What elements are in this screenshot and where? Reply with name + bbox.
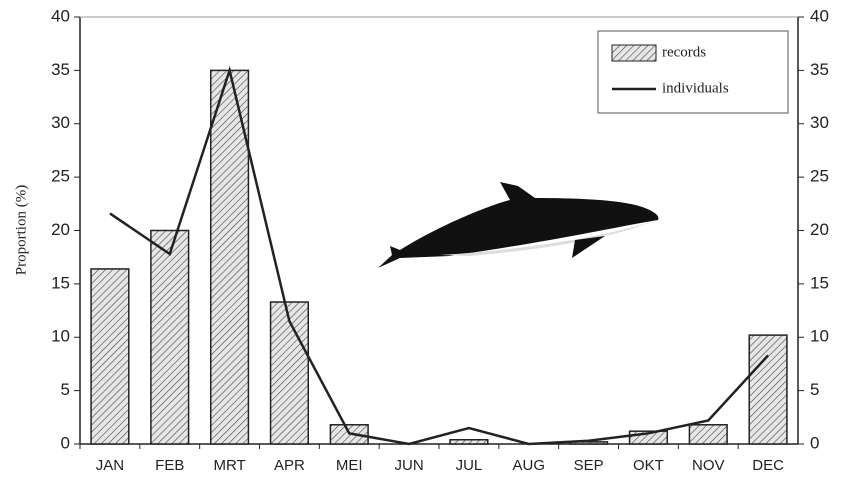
y2-tick-label: 30	[810, 113, 829, 132]
legend-label: records	[662, 44, 706, 60]
y-tick-label: 35	[51, 60, 70, 79]
x-tick-label: FEB	[155, 457, 184, 474]
y2-tick-label: 20	[810, 220, 829, 239]
y-tick-label: 40	[51, 6, 70, 25]
y2-tick-label: 15	[810, 273, 829, 292]
y-tick-label: 0	[61, 433, 70, 452]
bar	[90, 268, 130, 445]
y-axis-label: Proportion (%)	[13, 185, 29, 275]
x-tick-label: AUG	[512, 457, 545, 474]
line	[109, 65, 770, 446]
legend-swatch	[611, 44, 657, 62]
x-tick-label: JAN	[96, 457, 124, 474]
y2-tick-label: 35	[810, 60, 829, 79]
y-tick-label: 25	[51, 167, 70, 186]
y2-tick-label: 0	[810, 433, 819, 452]
bar	[449, 438, 489, 445]
bar	[150, 229, 190, 445]
x-tick-label: DEC	[752, 457, 784, 474]
y-tick-label: 10	[51, 327, 70, 346]
x-tick-label: OKT	[633, 457, 664, 474]
y-tick-label: 20	[51, 220, 70, 239]
y-tick-label: 5	[61, 380, 70, 399]
x-tick-label: MEI	[336, 457, 363, 474]
x-tick-label: APR	[274, 457, 305, 474]
x-tick-label: JUL	[456, 457, 483, 474]
y-tick-label: 15	[51, 273, 70, 292]
x-tick-label: SEP	[574, 457, 604, 474]
dolphin-illustration	[378, 182, 659, 268]
y2-tick-label: 25	[810, 167, 829, 186]
bar	[269, 301, 310, 445]
legend-box	[597, 30, 789, 114]
bar	[688, 424, 728, 445]
x-tick-label: MRT	[213, 457, 245, 474]
y-tick-label: 30	[51, 113, 70, 132]
x-tick-label: JUN	[394, 457, 423, 474]
y2-tick-label: 5	[810, 380, 819, 399]
x-tick-label: NOV	[692, 457, 725, 474]
bar	[748, 334, 788, 445]
legend-label: individuals	[662, 80, 729, 96]
y2-tick-label: 40	[810, 6, 829, 25]
y2-tick-label: 10	[810, 327, 829, 346]
